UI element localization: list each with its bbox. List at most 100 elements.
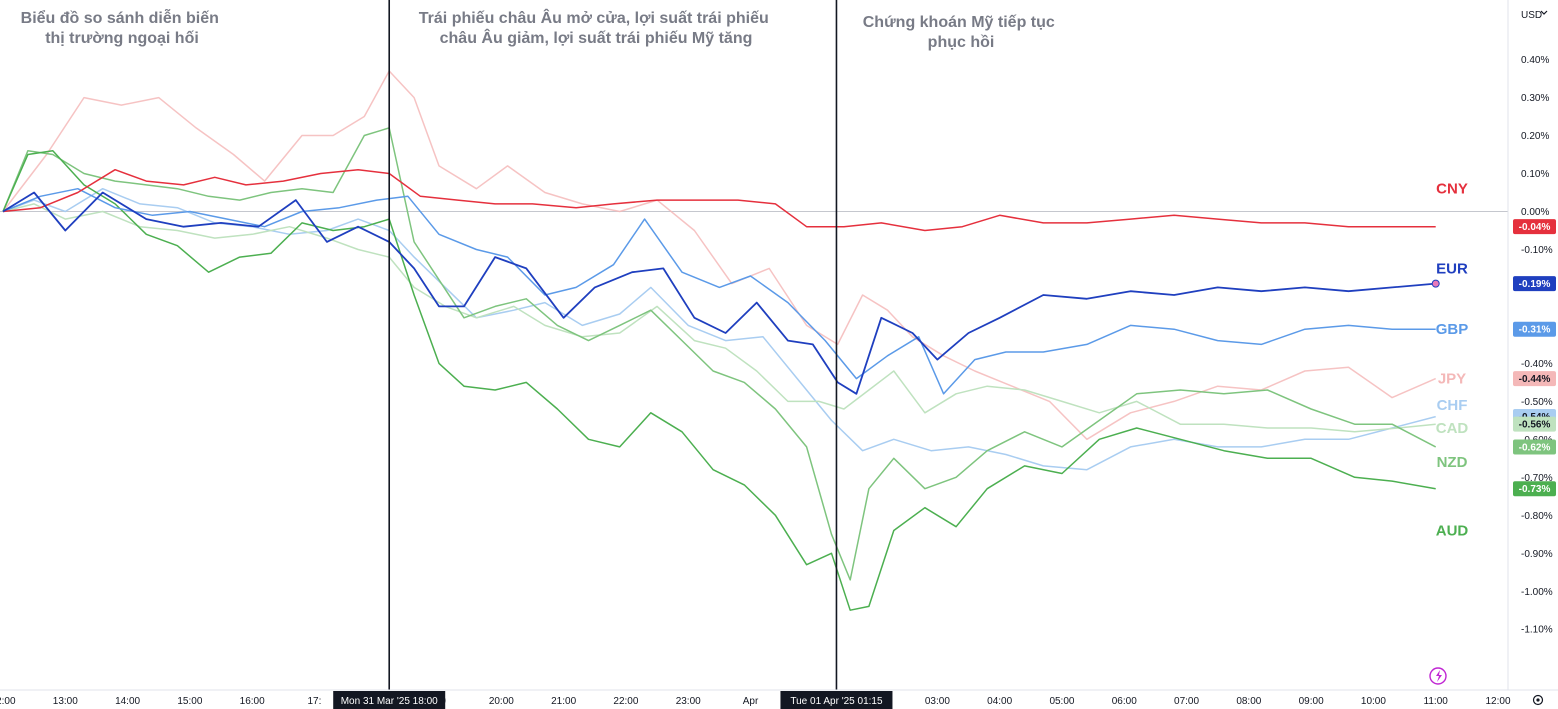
y-tick-label: -0.70% — [1521, 473, 1553, 484]
x-tick-label: 23:00 — [676, 696, 701, 707]
series-label-cny: CNY — [1436, 181, 1468, 198]
value-tag-bg — [1513, 321, 1556, 337]
series-line-nzd — [2, 127, 1437, 581]
time-scale[interactable]: 12:0013:0014:0015:0016:0017::0020:0021:0… — [0, 689, 1558, 709]
value-tag-text: -0.62% — [1519, 442, 1551, 453]
time-badge-2: Tue 01 Apr '25 01:15 — [780, 691, 893, 709]
x-tick-label: 22:00 — [613, 696, 638, 707]
y-tick-label: 0.20% — [1521, 131, 1549, 142]
y-tick-label: -1.00% — [1521, 587, 1553, 598]
time-badge-label: Mon 31 Mar '25 18:00 — [341, 696, 438, 707]
x-tick-label: 13:00 — [53, 696, 78, 707]
value-tag-bg — [1513, 276, 1556, 292]
time-scale-badges: Mon 31 Mar '25 18:00 Tue 01 Apr '25 01:15 — [333, 691, 893, 709]
annotation-title-line-1: Biểu đồ so sánh diễn biến — [21, 8, 219, 27]
x-tick-label: 12:00 — [0, 696, 16, 707]
value-tag-bg — [1513, 219, 1556, 235]
annotation-eu-bonds-line-1: Trái phiếu châu Âu mở cửa, lợi suất trái… — [419, 8, 769, 27]
y-tick-label: -0.40% — [1521, 359, 1553, 370]
series-label-aud: AUD — [1436, 522, 1469, 539]
y-tick-label: -0.80% — [1521, 511, 1553, 522]
y-tick-label: -1.10% — [1521, 625, 1553, 636]
y-tick-label: 0.10% — [1521, 169, 1549, 180]
value-tag-bg — [1513, 481, 1556, 497]
series-line-cny — [2, 168, 1436, 232]
series-line-jpy — [2, 70, 1436, 441]
value-tag-text: -0.56% — [1519, 420, 1551, 431]
y-tick-label: 0.40% — [1521, 55, 1549, 66]
time-badge-1: Mon 31 Mar '25 18:00 — [333, 691, 446, 709]
x-tick-label: 14:00 — [115, 696, 140, 707]
x-tick-label: 09:00 — [1299, 696, 1324, 707]
y-tick-label: 0.00% — [1521, 207, 1549, 218]
value-tag-eur: -0.19% — [1513, 276, 1556, 292]
annotation-us-stocks: Chứng khoán Mỹ tiếp tục phục hồi — [863, 14, 1059, 51]
x-tick-label: 21:00 — [551, 696, 576, 707]
value-tag-cad: -0.56% — [1513, 416, 1556, 432]
value-tag-bg — [1513, 416, 1556, 432]
x-tick-label: 17: — [308, 696, 322, 707]
x-tick-label: 16:00 — [240, 696, 265, 707]
time-badge-bg — [780, 691, 893, 709]
y-tick-label: -0.50% — [1521, 397, 1553, 408]
value-tag-text: -0.44% — [1519, 374, 1551, 385]
value-tag-jpy: -0.44% — [1513, 371, 1556, 387]
series-label-jpy: JPY — [1438, 371, 1466, 388]
value-tag-bg — [1513, 371, 1556, 387]
annotation-eu-bonds-line-2: châu Âu giảm, lợi suất trái phiếu Mỹ tăn… — [440, 28, 753, 47]
x-tick-label: 12:00 — [1485, 696, 1510, 707]
annotation-us-stocks-line-1: Chứng khoán Mỹ tiếp tục — [863, 14, 1055, 31]
x-tick-label: 08:00 — [1236, 696, 1261, 707]
series-label-nzd: NZD — [1437, 454, 1468, 471]
series-label-eur: EUR — [1436, 260, 1468, 277]
annotation-title-line-2: thị trường ngoại hối — [45, 30, 199, 47]
series-line-cad — [2, 203, 1436, 433]
x-tick-label: 10:00 — [1361, 696, 1386, 707]
annotation-us-stocks-line-2: phục hồi — [928, 34, 995, 51]
x-tick-label: 06:00 — [1112, 696, 1137, 707]
time-scale-ticks: 12:0013:0014:0015:0016:0017::0020:0021:0… — [0, 696, 1511, 707]
series-label-cad: CAD — [1436, 420, 1469, 437]
annotation-title: Biểu đồ so sánh diễn biến thị trường ngo… — [21, 8, 224, 47]
value-tag-bg — [1513, 439, 1556, 455]
time-badge-bg — [333, 691, 446, 709]
price-scale-value-tags: -0.04%-0.19%-0.31%-0.44%-0.54%-0.56%-0.6… — [1513, 219, 1556, 497]
x-tick-label: 11:00 — [1424, 696, 1449, 707]
x-tick-label: 20:00 — [489, 696, 514, 707]
series-line-gbp — [2, 187, 1436, 395]
series-label-chf: CHF — [1437, 397, 1468, 414]
series-layer — [2, 70, 1440, 611]
series-line-eur — [2, 191, 1436, 395]
y-tick-label: -0.90% — [1521, 549, 1553, 560]
series-label-gbp: GBP — [1436, 321, 1469, 338]
series-labels: CNY EUR GBP JPY CHF CAD NZD AUD — [1436, 181, 1469, 540]
annotation-eu-bonds: Trái phiếu châu Âu mở cửa, lợi suất trái… — [419, 8, 773, 47]
value-tag-text: -0.31% — [1519, 325, 1551, 336]
x-tick-label: 07:00 — [1174, 696, 1199, 707]
y-tick-label: 0.30% — [1521, 93, 1549, 104]
x-tick-label: 05:00 — [1049, 696, 1074, 707]
chevron-down-icon[interactable] — [1540, 10, 1548, 15]
settings-gear-icon[interactable] — [1532, 694, 1544, 706]
vertical-markers — [388, 0, 838, 690]
value-tag-text: -0.19% — [1519, 279, 1551, 290]
value-tag-nzd: -0.62% — [1513, 439, 1556, 455]
x-tick-label: 04:00 — [987, 696, 1012, 707]
time-badge-label: Tue 01 Apr '25 01:15 — [790, 696, 883, 707]
value-tag-gbp: -0.31% — [1513, 321, 1556, 337]
y-tick-label: -0.10% — [1521, 245, 1553, 256]
series-end-marker-eur[interactable] — [1431, 279, 1440, 288]
value-tag-cny: -0.04% — [1513, 219, 1556, 235]
x-tick-label: 03:00 — [925, 696, 950, 707]
currency-unit-label[interactable]: USD — [1521, 10, 1542, 21]
series-line-aud — [2, 149, 1436, 611]
price-scale[interactable]: 0.40%0.30%0.20%0.10%0.00%-0.10%-0.20%-0.… — [1507, 0, 1556, 690]
x-tick-label: 15:00 — [177, 696, 202, 707]
value-tag-text: -0.73% — [1519, 484, 1551, 495]
value-tag-text: -0.04% — [1519, 222, 1551, 233]
value-tag-aud: -0.73% — [1513, 481, 1556, 497]
x-tick-label: Apr — [743, 696, 759, 707]
lightning-icon[interactable] — [1429, 667, 1447, 685]
